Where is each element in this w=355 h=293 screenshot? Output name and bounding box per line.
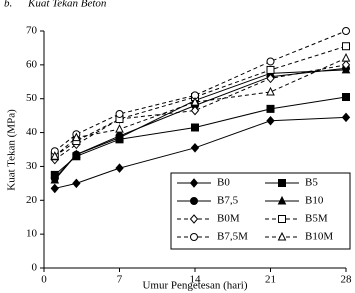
y-tick-label: 60	[26, 58, 38, 70]
marker	[277, 231, 287, 241]
marker	[72, 149, 81, 159]
legend-label: B5	[305, 177, 318, 189]
marker	[189, 178, 199, 188]
marker	[278, 179, 286, 187]
series-line	[54, 64, 347, 161]
y-tick-label: 50	[26, 92, 38, 104]
marker	[277, 195, 287, 205]
marker	[115, 132, 124, 142]
marker	[50, 183, 59, 194]
series-line	[54, 67, 347, 179]
marker	[189, 214, 199, 224]
marker	[115, 124, 124, 133]
marker	[341, 60, 351, 70]
marker	[266, 86, 275, 96]
marker	[190, 96, 200, 106]
legend-box	[170, 172, 351, 250]
marker	[342, 27, 350, 35]
chart-label: b.	[4, 0, 12, 10]
y-tick-label: 30	[26, 160, 38, 172]
x-tick-label: 0	[41, 274, 47, 286]
legend-label: B10M	[305, 231, 333, 243]
y-tick-label: 0	[32, 262, 38, 274]
legend-label: B7,5M	[217, 231, 248, 243]
marker	[341, 112, 351, 123]
x-tick-label: 14	[190, 274, 202, 286]
x-tick-label: 28	[341, 274, 353, 286]
marker	[266, 104, 275, 113]
marker	[190, 105, 200, 116]
marker	[266, 73, 275, 84]
marker	[341, 52, 351, 62]
series-line	[54, 45, 347, 157]
marker	[342, 42, 350, 51]
series-line	[54, 69, 347, 181]
marker	[115, 109, 124, 118]
legend: B0 B5 B7,5 B10 B0M B5M B7,5M B10M	[170, 172, 351, 250]
marker	[191, 123, 199, 132]
y-tick-label: 20	[26, 194, 38, 206]
marker	[50, 151, 60, 160]
marker	[190, 233, 198, 241]
marker	[72, 178, 81, 189]
marker	[266, 65, 275, 74]
x-axis-label: Umur Pengetesan (hari)	[142, 280, 247, 292]
y-axis-label: Kuat Tekan (MPa)	[6, 109, 18, 191]
legend-label: B10	[305, 195, 324, 207]
chart-title: Kuat Tekan Beton	[27, 0, 107, 10]
marker	[266, 115, 275, 126]
series-line	[54, 116, 347, 189]
y-tick-label: 70	[26, 25, 38, 37]
y-tick-label: 10	[26, 228, 38, 240]
marker	[266, 57, 275, 66]
marker	[342, 93, 350, 102]
y-tick-label: 40	[26, 126, 38, 138]
marker	[72, 132, 81, 142]
legend-label: B5M	[305, 213, 328, 225]
series-line	[54, 96, 347, 176]
legend-label: B0M	[217, 213, 240, 225]
legend-label: B0	[217, 177, 230, 189]
marker	[278, 215, 286, 223]
marker	[190, 197, 198, 205]
marker	[190, 143, 200, 153]
marker	[50, 174, 60, 184]
marker	[115, 163, 124, 173]
x-tick-label: 7	[117, 274, 123, 286]
x-tick-label: 21	[265, 274, 276, 286]
legend-label: B7,5	[217, 195, 239, 207]
